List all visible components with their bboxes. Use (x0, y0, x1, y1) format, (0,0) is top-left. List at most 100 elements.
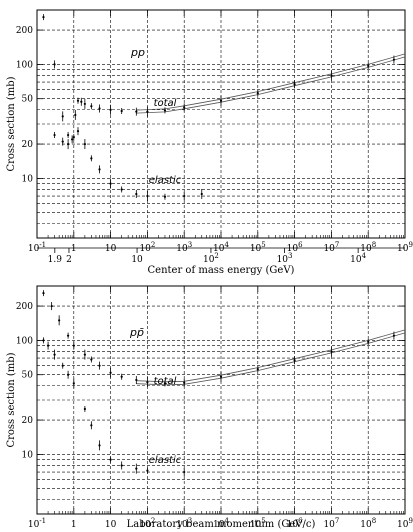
data-point-total (392, 334, 396, 337)
data-point-elastic (200, 192, 203, 196)
data-point-total (293, 83, 296, 86)
data-point-total (66, 133, 70, 137)
x-tick-label: 107 (323, 241, 339, 254)
x-tick-label: 109 (397, 517, 413, 530)
x-tick-label: 1 (71, 520, 77, 530)
y-tick-label: 10 (22, 450, 34, 460)
y-tick-label: 50 (22, 95, 34, 105)
x-tick-label: 107 (323, 517, 339, 530)
data-point-total (183, 381, 186, 384)
x-tick-label: 10-1 (28, 517, 46, 530)
y-tick-label: 100 (16, 60, 33, 70)
y-axis-label: Cross section (mb) (6, 76, 17, 171)
data-point-elastic (53, 133, 56, 137)
data-point-elastic (135, 192, 138, 196)
y-axis-label: Cross section (mb) (6, 352, 17, 447)
x-tick-label: 104 (213, 517, 229, 530)
data-point-total (90, 105, 93, 108)
data-point-total (61, 115, 64, 118)
data-point-elastic (61, 140, 64, 143)
data-point-total (109, 108, 112, 111)
reaction-label: pp̄ (129, 326, 144, 339)
data-point-elastic (109, 182, 112, 185)
data-point-elastic (120, 188, 123, 191)
data-point-total (146, 381, 149, 384)
data-point-elastic (42, 339, 45, 342)
data-point-total (163, 382, 167, 385)
fit-curve-upper (136, 329, 406, 383)
y-tick-label: 200 (16, 26, 33, 36)
data-point-total (135, 110, 138, 113)
data-point-total (120, 375, 123, 378)
data-point-elastic (183, 194, 186, 198)
series-label-total: total (154, 376, 177, 387)
data-point-total (74, 113, 77, 117)
data-point-total (330, 74, 333, 77)
data-point-total (53, 63, 56, 66)
data-point-elastic (53, 353, 56, 356)
x-axis-label: Laboratory beam momentum (GeV/c) (127, 519, 316, 530)
x-tick-label: 102 (139, 241, 155, 254)
data-point-elastic (120, 464, 123, 467)
x-tick-label: 105 (250, 517, 266, 530)
bottom-panel: 10-1 1 10 102 103 104 105 106 107 108 109 10 20 50 100… (6, 285, 413, 530)
data-point-total (219, 375, 223, 378)
data-point-elastic (90, 157, 93, 160)
x-tick-label: 10 (105, 244, 117, 254)
x-tick-label: 1 (71, 244, 77, 254)
data-point-total (109, 371, 112, 374)
data-point-total (256, 91, 259, 95)
data-point-total (71, 138, 74, 141)
data-point-total (66, 334, 70, 337)
data-point-total (293, 359, 296, 362)
data-point-elastic (98, 168, 101, 171)
data-point-elastic (46, 344, 50, 347)
data-point-total (72, 344, 75, 347)
data-point-total (42, 291, 45, 295)
data-point-total (146, 110, 149, 113)
data-point-total (98, 107, 101, 110)
data-point-elastic (76, 129, 80, 133)
data-point-total (367, 340, 370, 343)
data-point-total (367, 64, 370, 67)
data-point-elastic (146, 194, 149, 198)
data-point-total (392, 58, 396, 61)
secondary-x-tick-label: 1.9 (48, 255, 63, 265)
data-point-total (80, 100, 83, 103)
data-point-total (135, 378, 138, 382)
secondary-x-tick-label: 102 (203, 252, 219, 265)
data-point-elastic (83, 407, 86, 411)
data-point-elastic (98, 444, 101, 447)
data-point-elastic (90, 424, 93, 427)
x-tick-label: 10 (105, 520, 117, 530)
series-label-elastic: elastic (149, 175, 182, 186)
secondary-x-tick-label: 104 (350, 252, 366, 265)
series-label-total: total (154, 98, 177, 109)
x-tick-label: 106 (287, 517, 303, 530)
y-tick-label: 50 (22, 371, 34, 381)
data-point-total (83, 353, 86, 356)
data-point-elastic (183, 470, 186, 474)
data-point-elastic (61, 364, 64, 367)
data-point-total (42, 15, 45, 19)
data-point-total (98, 364, 101, 367)
secondary-x-tick-label: 2 (66, 255, 72, 265)
y-tick-label: 100 (16, 336, 33, 346)
data-point-elastic (66, 373, 70, 376)
data-point-elastic (135, 467, 138, 470)
secondary-x-tick-label: 103 (277, 252, 293, 265)
secondary-x-axis-label: Center of mass energy (GeV) (148, 265, 295, 276)
y-tick-label: 10 (22, 174, 34, 184)
x-tick-label: 108 (360, 517, 376, 530)
y-tick-label: 200 (16, 302, 33, 312)
data-point-total (58, 319, 61, 322)
x-tick-label: 108 (360, 241, 376, 254)
x-tick-label: 105 (250, 241, 266, 254)
data-point-total (163, 109, 167, 112)
y-tick-label: 20 (22, 416, 34, 426)
data-point-total (120, 109, 123, 113)
x-tick-label: 102 (139, 517, 155, 530)
data-point-elastic (163, 195, 167, 198)
top-panel: 10-1 1 10 102 103 104 105 106 107 108 109102050100… (6, 9, 413, 276)
